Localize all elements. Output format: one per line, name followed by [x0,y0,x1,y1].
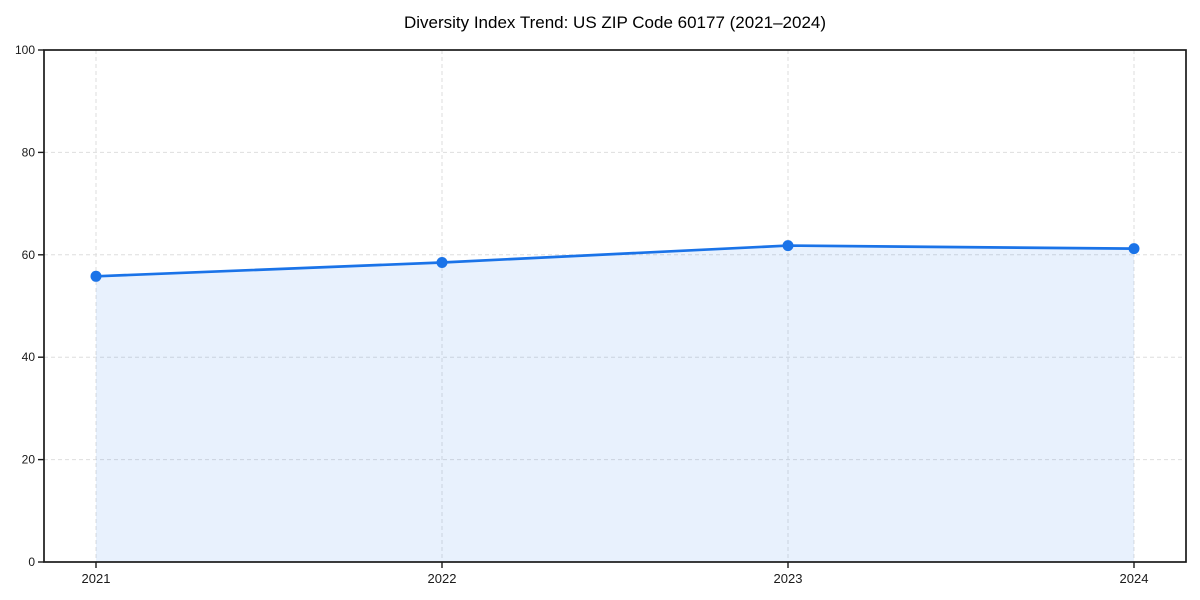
plot-area: 0 20 40 60 80 100 2021 2022 2023 2024 [15,43,1187,586]
x-tick-label: 2022 [428,571,457,586]
y-tick-label: 100 [15,43,35,57]
data-point-2023 [782,240,794,252]
y-tick-label: 40 [22,350,36,364]
data-point-2022 [436,256,448,268]
y-tick-label: 20 [22,453,36,467]
trend-line [94,244,1136,278]
chart-title: Diversity Index Trend: US ZIP Code 60177… [404,13,826,32]
plot-border [43,49,1187,563]
data-point-2021 [90,270,102,282]
y-tick-label: 80 [22,145,36,159]
y-tick-label: 0 [28,555,35,569]
data-point-2024 [1128,243,1140,255]
x-tick-label: 2021 [82,571,111,586]
x-tick-label: 2024 [1120,571,1149,586]
area-fill [96,245,1134,563]
x-tick-label: 2023 [774,571,803,586]
y-tick-label: 60 [22,248,36,262]
